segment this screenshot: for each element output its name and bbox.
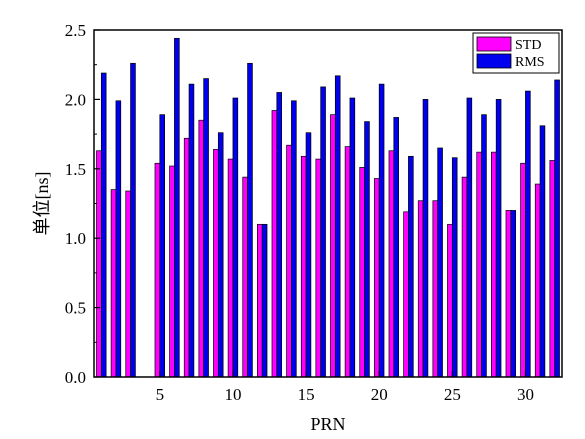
plot-frame (93, 29, 563, 378)
bar-std-prn-22 (403, 211, 409, 378)
bar-std-prn-7 (183, 137, 190, 378)
y-tick-label: 1.0 (65, 229, 86, 248)
y-tick-label: 1.5 (65, 160, 86, 179)
legend-swatch-std (476, 36, 512, 52)
bar-std-prn-15 (300, 155, 307, 378)
x-tick-label: 30 (517, 385, 534, 404)
y-axis-label: 单位[ns] (32, 172, 52, 236)
bar-rms-prn-21 (393, 117, 399, 378)
bar-rms-prn-1 (100, 72, 107, 378)
bar-std-prn-17 (330, 114, 336, 378)
bar-rms-prn-23 (422, 99, 429, 378)
bar-rms-prn-11 (247, 62, 253, 378)
bar-std-prn-20 (374, 178, 380, 378)
bar-rms-prn-6 (174, 37, 180, 378)
bar-rms-prn-27 (481, 114, 487, 378)
bar-rms-prn-8 (203, 78, 209, 378)
bar-std-prn-3 (125, 190, 131, 378)
bar-rms-prn-32 (554, 79, 560, 378)
y-tick-label: 0.5 (65, 299, 86, 318)
x-ticks: 5 10 15 20 25 30 (156, 371, 534, 404)
bar-std-prn-30 (520, 162, 526, 378)
bar-std-prn-11 (242, 176, 248, 378)
x-axis-label: PRN (310, 414, 345, 434)
bar-std-prn-2 (110, 189, 117, 378)
bar-std-prn-1 (96, 150, 102, 378)
bar-rms-prn-22 (408, 155, 414, 378)
bar-std-prn-29 (505, 210, 512, 378)
x-tick-label: 5 (156, 385, 165, 404)
bar-rms-prn-24 (437, 147, 443, 378)
bar-rms-prn-31 (539, 125, 546, 378)
bar-std-prn-25 (447, 223, 453, 378)
bars-layer (96, 37, 560, 378)
bar-std-prn-5 (154, 162, 161, 378)
bar-rms-prn-17 (334, 75, 341, 378)
bar-rms-prn-19 (364, 121, 370, 378)
bar-std-prn-23 (417, 200, 424, 378)
bar-rms-prn-10 (232, 97, 239, 378)
y-tick-label: 2.5 (65, 21, 86, 40)
bar-std-prn-27 (476, 151, 482, 378)
bar-rms-prn-15 (305, 132, 312, 378)
bar-std-prn-10 (227, 158, 234, 378)
bar-std-prn-19 (359, 167, 365, 378)
legend-label-std: STD (515, 38, 541, 53)
bar-rms-prn-13 (276, 92, 282, 378)
bar-rms-prn-26 (466, 97, 473, 378)
bar-rms-prn-25 (451, 157, 458, 378)
bar-std-prn-28 (491, 151, 497, 378)
bar-std-prn-14 (286, 144, 292, 378)
y-tick-label: 0.0 (65, 368, 86, 387)
bar-rms-prn-16 (320, 86, 326, 378)
x-tick-label: 20 (371, 385, 388, 404)
bar-rms-prn-5 (159, 114, 165, 378)
bar-rms-prn-18 (349, 97, 356, 378)
bar-std-prn-31 (534, 183, 541, 378)
bar-rms-prn-28 (495, 99, 502, 378)
bar-rms-prn-9 (217, 132, 224, 378)
bar-rms-prn-14 (291, 100, 297, 378)
bar-rms-prn-20 (378, 83, 385, 378)
legend-swatch-rms (476, 53, 512, 69)
legend: STD RMS (472, 32, 560, 74)
bar-std-prn-16 (315, 158, 322, 378)
bar-rms-prn-29 (510, 210, 516, 378)
x-tick-label: 25 (444, 385, 461, 404)
bar-std-prn-21 (388, 150, 395, 378)
bar-std-prn-26 (461, 176, 468, 378)
y-ticks: 0.0 0.5 1.0 1.5 2.0 2.5 (65, 21, 100, 387)
bar-std-prn-6 (169, 165, 175, 378)
bar-std-prn-24 (432, 200, 439, 378)
bar-rms-prn-12 (261, 223, 268, 378)
bar-rms-prn-3 (130, 62, 136, 378)
legend-label-rms: RMS (515, 55, 545, 70)
bar-std-prn-8 (198, 119, 205, 378)
bar-rms-prn-7 (188, 83, 195, 378)
bar-std-prn-9 (213, 149, 219, 378)
bar-rms-prn-30 (525, 90, 531, 378)
bar-std-prn-13 (271, 110, 278, 378)
x-tick-label: 10 (224, 385, 241, 404)
bar-std-prn-12 (257, 223, 263, 378)
bar-rms-prn-2 (115, 100, 122, 378)
x-tick-label: 15 (298, 385, 315, 404)
bar-std-prn-32 (549, 160, 556, 378)
y-tick-label: 2.0 (65, 90, 86, 109)
bar-std-prn-18 (344, 146, 351, 378)
